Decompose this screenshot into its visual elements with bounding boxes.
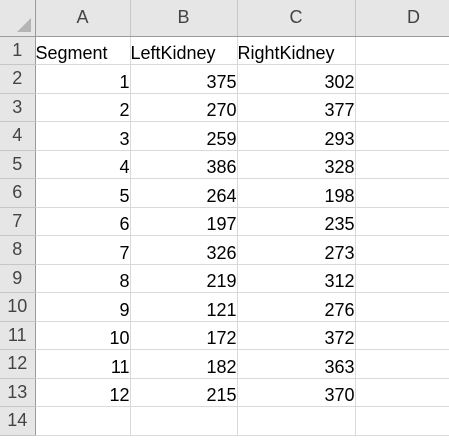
cell-d6[interactable]: [355, 178, 449, 208]
cell-d10[interactable]: [355, 292, 449, 322]
cell-a12[interactable]: 11: [35, 349, 131, 379]
row-header-9[interactable]: 9: [0, 264, 36, 293]
row-header-12[interactable]: 12: [0, 349, 36, 379]
cell-a11[interactable]: 10: [35, 321, 131, 350]
cell-d8[interactable]: [355, 235, 449, 265]
cell-b5[interactable]: 386: [130, 150, 238, 179]
cell-d7[interactable]: [355, 207, 449, 236]
cell-b4[interactable]: 259: [130, 121, 238, 151]
column-header-row: A B C D: [0, 0, 449, 37]
row-header-3[interactable]: 3: [0, 93, 36, 122]
sheet-row-13: 13 12 215 370: [0, 378, 449, 407]
cell-a5[interactable]: 4: [35, 150, 131, 179]
cell-a10[interactable]: 9: [35, 292, 131, 322]
cell-a8[interactable]: 7: [35, 235, 131, 265]
cell-c1[interactable]: RightKidney: [237, 36, 356, 65]
cell-a9[interactable]: 8: [35, 264, 131, 293]
row-header-7[interactable]: 7: [0, 207, 36, 236]
cell-c9[interactable]: 312: [237, 264, 356, 293]
cell-d5[interactable]: [355, 150, 449, 179]
column-header-a[interactable]: A: [35, 0, 131, 37]
row-header-11[interactable]: 11: [0, 321, 36, 350]
select-all-triangle-icon: [16, 17, 31, 32]
cell-a2[interactable]: 1: [35, 64, 131, 94]
cell-b14[interactable]: [130, 406, 238, 436]
sheet-row-7: 7 6 197 235: [0, 207, 449, 236]
cell-b1[interactable]: LeftKidney: [130, 36, 238, 65]
column-header-c[interactable]: C: [237, 0, 356, 37]
cell-c13[interactable]: 370: [237, 378, 356, 407]
cell-a3[interactable]: 2: [35, 93, 131, 122]
sheet-row-2: 2 1 375 302: [0, 64, 449, 94]
sheet-row-8: 8 7 326 273: [0, 235, 449, 265]
cell-b8[interactable]: 326: [130, 235, 238, 265]
cell-b12[interactable]: 182: [130, 349, 238, 379]
cell-b7[interactable]: 197: [130, 207, 238, 236]
sheet-row-14: 14: [0, 406, 449, 436]
cell-a13[interactable]: 12: [35, 378, 131, 407]
cell-c7[interactable]: 235: [237, 207, 356, 236]
cell-c3[interactable]: 377: [237, 93, 356, 122]
row-header-2[interactable]: 2: [0, 64, 36, 94]
cell-b9[interactable]: 219: [130, 264, 238, 293]
cell-c14[interactable]: [237, 406, 356, 436]
cell-b3[interactable]: 270: [130, 93, 238, 122]
cell-c10[interactable]: 276: [237, 292, 356, 322]
cell-a14[interactable]: [35, 406, 131, 436]
sheet-row-3: 3 2 270 377: [0, 93, 449, 122]
cell-c6[interactable]: 198: [237, 178, 356, 208]
row-header-14[interactable]: 14: [0, 406, 36, 436]
cell-b6[interactable]: 264: [130, 178, 238, 208]
cell-c11[interactable]: 372: [237, 321, 356, 350]
sheet-row-11: 11 10 172 372: [0, 321, 449, 350]
select-all-corner[interactable]: [0, 0, 36, 37]
cell-c8[interactable]: 273: [237, 235, 356, 265]
cell-c4[interactable]: 293: [237, 121, 356, 151]
cell-d11[interactable]: [355, 321, 449, 350]
row-header-13[interactable]: 13: [0, 378, 36, 407]
sheet-row-4: 4 3 259 293: [0, 121, 449, 151]
row-header-10[interactable]: 10: [0, 292, 36, 322]
sheet-row-9: 9 8 219 312: [0, 264, 449, 293]
row-header-1[interactable]: 1: [0, 36, 36, 65]
row-header-5[interactable]: 5: [0, 150, 36, 179]
cell-d1[interactable]: [355, 36, 449, 65]
row-header-4[interactable]: 4: [0, 121, 36, 151]
cell-b13[interactable]: 215: [130, 378, 238, 407]
cell-c2[interactable]: 302: [237, 64, 356, 94]
cell-d3[interactable]: [355, 93, 449, 122]
sheet-row-1: 1 Segment LeftKidney RightKidney: [0, 36, 449, 65]
cell-a6[interactable]: 5: [35, 178, 131, 208]
sheet-row-5: 5 4 386 328: [0, 150, 449, 179]
sheet-row-12: 12 11 182 363: [0, 349, 449, 379]
sheet-row-6: 6 5 264 198: [0, 178, 449, 208]
cell-b2[interactable]: 375: [130, 64, 238, 94]
cell-d13[interactable]: [355, 378, 449, 407]
cell-a4[interactable]: 3: [35, 121, 131, 151]
cell-grid: A B C D 1 Segment LeftKidney RightKidney…: [0, 0, 449, 436]
column-header-d[interactable]: D: [355, 0, 449, 37]
cell-a7[interactable]: 6: [35, 207, 131, 236]
cell-c5[interactable]: 328: [237, 150, 356, 179]
column-header-b[interactable]: B: [130, 0, 238, 37]
row-header-8[interactable]: 8: [0, 235, 36, 265]
sheet-row-10: 10 9 121 276: [0, 292, 449, 322]
cell-b10[interactable]: 121: [130, 292, 238, 322]
cell-d14[interactable]: [355, 406, 449, 436]
cell-d9[interactable]: [355, 264, 449, 293]
cell-d4[interactable]: [355, 121, 449, 151]
cell-d12[interactable]: [355, 349, 449, 379]
cell-a1[interactable]: Segment: [35, 36, 131, 65]
cell-c12[interactable]: 363: [237, 349, 356, 379]
cell-b11[interactable]: 172: [130, 321, 238, 350]
row-header-6[interactable]: 6: [0, 178, 36, 208]
cell-d2[interactable]: [355, 64, 449, 94]
